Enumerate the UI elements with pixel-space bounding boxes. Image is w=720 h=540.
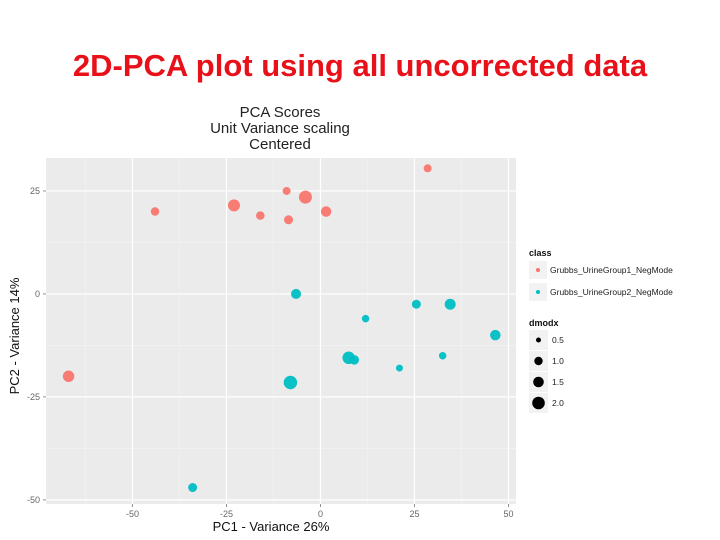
y-tick-label: 25 <box>30 186 40 196</box>
chart-title-line: PCA Scores <box>240 104 321 121</box>
data-point <box>256 211 265 220</box>
legend-size-swatch <box>532 396 545 410</box>
x-axis-label: PC1 - Variance 26% <box>213 519 330 534</box>
slide-title: 2D-PCA plot using all uncorrected data <box>72 48 648 83</box>
legend-class-title: class <box>529 248 552 258</box>
data-point <box>423 164 432 173</box>
data-point <box>282 186 291 195</box>
legend-size-swatch <box>534 356 543 366</box>
legend-size-label: 0.5 <box>552 335 564 345</box>
data-point <box>188 483 198 493</box>
data-point <box>490 329 501 341</box>
legend-size-label: 1.0 <box>552 356 564 366</box>
legend-size-label: 1.5 <box>552 377 564 387</box>
data-point <box>411 299 421 309</box>
data-point <box>361 314 370 323</box>
x-tick-label: 25 <box>409 509 419 519</box>
x-tick-label: 0 <box>318 509 323 519</box>
legend-swatch <box>536 268 540 272</box>
legend-size-title: dmodx <box>529 318 559 328</box>
x-tick-label: 50 <box>503 509 513 519</box>
y-tick-label: -25 <box>27 392 40 402</box>
data-point <box>438 351 447 360</box>
y-tick-label: 0 <box>35 289 40 299</box>
legend-series-label: Grubbs_UrineGroup2_NegMode <box>550 287 673 297</box>
y-axis-label: PC2 - Variance 14% <box>7 277 22 394</box>
legend-size-label: 2.0 <box>552 398 564 408</box>
plot-panel <box>46 158 516 504</box>
data-point <box>291 288 302 299</box>
legend-size-swatch <box>536 337 541 343</box>
data-point <box>444 298 456 310</box>
data-point <box>284 215 294 225</box>
legend-swatch <box>536 290 540 294</box>
data-point <box>349 355 360 365</box>
y-tick-label: -50 <box>27 495 40 505</box>
data-point <box>283 375 298 390</box>
chart-title-line: Unit Variance scaling <box>210 120 350 137</box>
chart-title-line: Centered <box>249 136 311 153</box>
x-tick-label: -25 <box>220 509 233 519</box>
data-point <box>62 370 75 383</box>
x-tick-label: -50 <box>126 509 139 519</box>
legend-series-label: Grubbs_UrineGroup1_NegMode <box>550 265 673 275</box>
data-point <box>395 364 403 372</box>
data-point <box>298 190 312 204</box>
legend-size-swatch <box>533 376 544 388</box>
data-point <box>228 199 240 212</box>
data-point <box>320 206 332 217</box>
data-point <box>150 207 160 216</box>
